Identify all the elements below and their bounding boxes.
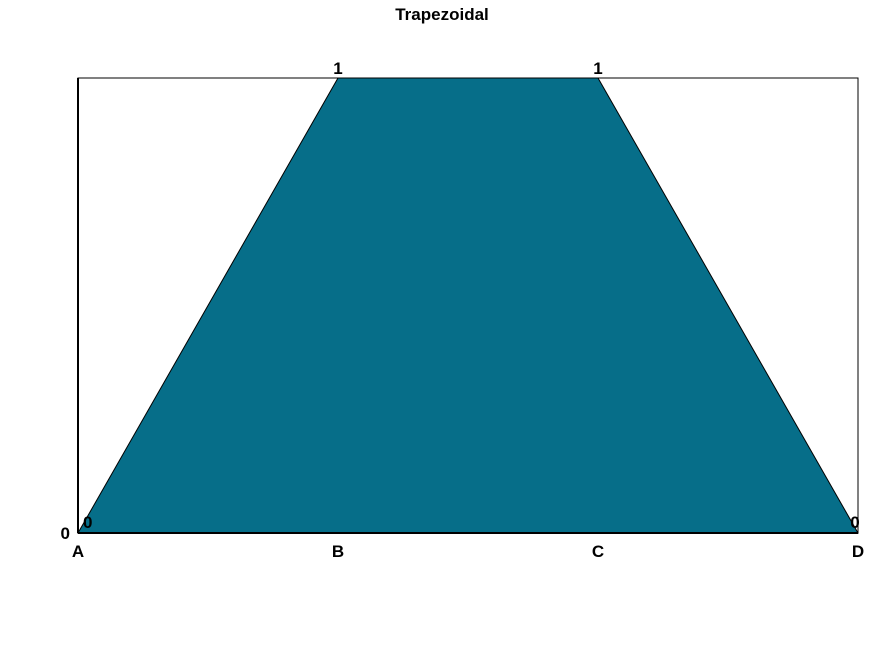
trapezoid-area — [77, 77, 859, 534]
data-label: 0 — [83, 513, 92, 532]
x-tick-label: C — [592, 542, 604, 561]
data-label: 1 — [593, 59, 602, 78]
x-tick-label: A — [72, 542, 84, 561]
data-label: 0 — [850, 513, 859, 532]
chart-title: Trapezoidal — [395, 5, 489, 24]
data-label: 1 — [333, 59, 342, 78]
x-tick-label: B — [332, 542, 344, 561]
y-tick-label: 0 — [61, 524, 70, 543]
x-tick-label: D — [852, 542, 864, 561]
plot-area — [77, 77, 859, 534]
